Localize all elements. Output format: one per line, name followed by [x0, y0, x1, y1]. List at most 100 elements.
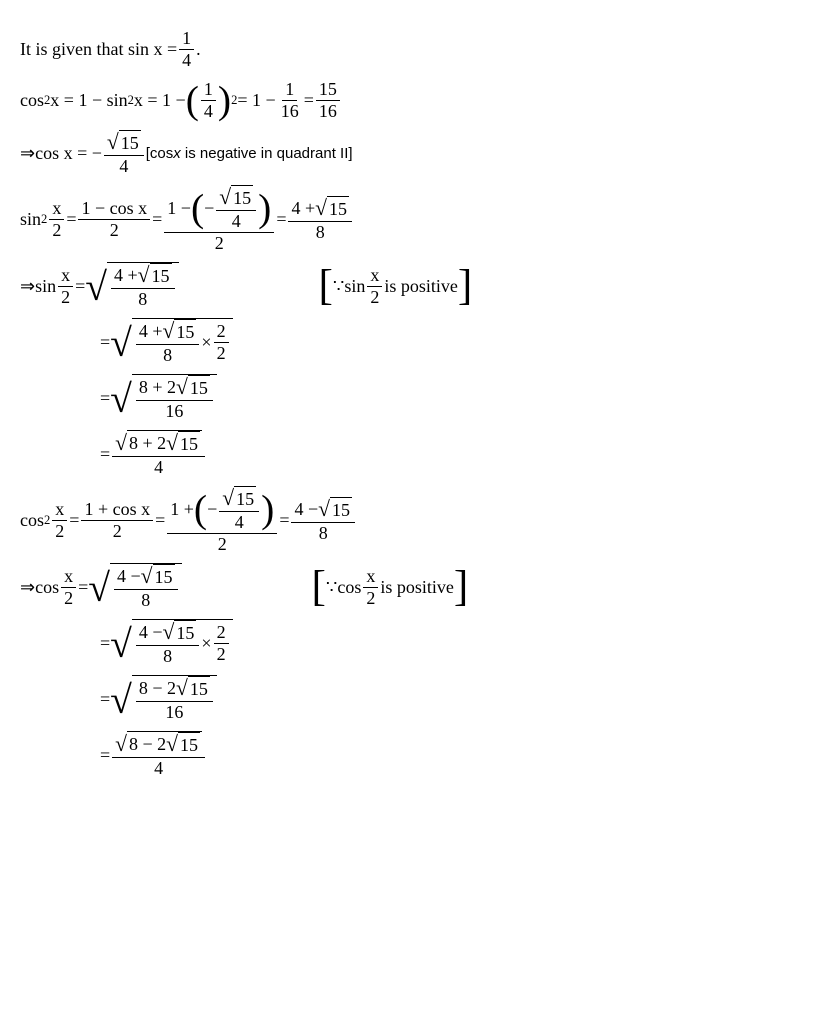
frac-x-2f: x 2	[363, 566, 378, 609]
frac-x-2e: x 2	[61, 566, 76, 609]
ispos-2: is positive	[380, 577, 454, 598]
frac-1-4: 1 4	[179, 28, 194, 71]
paren-l3: (	[194, 494, 207, 526]
frac-8m-16: 8 − 2 √15 16	[136, 676, 213, 723]
sqrt-15: √15	[107, 130, 141, 155]
text-eq-1m: = 1 −	[237, 90, 275, 111]
bracket-r1: ]	[458, 268, 472, 305]
paren-right: )	[218, 85, 231, 117]
frac-15-16: 15 16	[316, 79, 340, 122]
line-sin-half-4: = √ 8 + 2 √15 4	[100, 430, 818, 478]
sin-a: sin	[20, 209, 41, 230]
line-cos-half-4: = √ 8 − 2 √15 4	[100, 731, 818, 779]
sqrt-big-2: √ 4 + √15 8 × 2 2	[110, 318, 232, 366]
line-cos-half-1: ⇒ cos x 2 = √ 4 − √15 8 [ ∵ cos x 2 is p…	[20, 563, 818, 611]
arrow-1: ⇒	[20, 143, 35, 164]
frac-1-4b: 1 4	[201, 79, 216, 122]
frac-4m15-8c: 4 − √15 8	[136, 620, 200, 667]
sqrt-8p: √ 8 + 2 √15	[115, 430, 202, 456]
sqrt-big-4: √ 4 − √15 8	[88, 563, 181, 611]
bracket-r2: ]	[454, 569, 468, 606]
cos-b: cos	[35, 577, 59, 598]
sup-2d: 2	[41, 212, 47, 227]
sqrt-big-1: √ 4 + √15 8	[85, 262, 178, 310]
text-eq-sin: x = 1 − sin	[50, 90, 127, 111]
sqrt-15b: √15	[219, 185, 253, 210]
sqrt-8m: √ 8 − 2 √15	[115, 731, 202, 757]
paren-l2: (	[191, 193, 204, 225]
arrow-2: ⇒	[20, 276, 35, 297]
frac-inner-1: √15 4	[216, 185, 256, 232]
bracket-l1: [	[319, 268, 333, 305]
eq-b: =	[66, 209, 76, 230]
frac-x-2b: x 2	[58, 265, 73, 308]
line-cosx-val: ⇒ cos x = − √15 4 [cosx is negative in q…	[20, 130, 818, 177]
frac-4m15-8: 4 − √15 8	[291, 497, 355, 544]
line-sin-half-1: ⇒ sin x 2 = √ 4 + √15 8 [ ∵ sin x 2 is p…	[20, 262, 818, 310]
eq-m: =	[100, 633, 110, 654]
sin-b: sin	[35, 276, 56, 297]
frac-big-1: 1 − ( − √15 4 ) 2	[164, 185, 274, 254]
times-1: ×	[201, 332, 211, 353]
sqrt-big-6: √ 8 − 2 √15 16	[110, 675, 217, 723]
eq-a: =	[304, 90, 314, 111]
because-1: ∵	[333, 276, 344, 297]
sqrt-15c: √15	[315, 196, 349, 221]
line-cos2-half: cos 2 x 2 = 1 + cos x 2 = 1 + ( − √15 4 …	[20, 486, 818, 555]
cosx-eq: cos x = −	[35, 143, 102, 164]
eq-n: =	[100, 689, 110, 710]
frac-inner-2: √15 4	[219, 486, 259, 533]
line-given: It is given that sin x = 1 4 .	[20, 28, 818, 71]
paren-r2: )	[258, 193, 271, 225]
cos-a: cos	[20, 510, 44, 531]
ispos-1: is positive	[384, 276, 458, 297]
text-given: It is given that sin x =	[20, 39, 177, 60]
frac-4m15-8b: 4 − √15 8	[114, 564, 178, 611]
paren-r3: )	[261, 494, 274, 526]
eq-c: =	[152, 209, 162, 230]
frac-4p15-8: 4 + √15 8	[288, 196, 352, 243]
eq-h: =	[100, 444, 110, 465]
text-eq-1minus: x = 1 −	[134, 90, 186, 111]
cos-c: cos	[337, 577, 361, 598]
frac-big-2: 1 + ( − √15 4 ) 2	[167, 486, 277, 555]
sup-2e: 2	[44, 513, 50, 528]
times-2: ×	[201, 633, 211, 654]
arrow-3: ⇒	[20, 577, 35, 598]
bracket-l2: [	[312, 569, 326, 606]
eq-k: =	[279, 510, 289, 531]
paren-left: (	[186, 85, 199, 117]
frac-2-2b: 2 2	[214, 622, 229, 665]
sin-c: sin	[344, 276, 365, 297]
frac-4p15-8b: 4 + √15 8	[111, 263, 175, 310]
eq-g: =	[100, 388, 110, 409]
frac-1-16: 1 16	[278, 79, 302, 122]
eq-e: =	[75, 276, 85, 297]
frac-rt15-4: √15 4	[104, 130, 144, 177]
sqrt-big-5: √ 4 − √15 8 × 2 2	[110, 619, 232, 667]
eq-o: =	[100, 745, 110, 766]
line-sin2-half: sin 2 x 2 = 1 − cos x 2 = 1 − ( − √15 4 …	[20, 185, 818, 254]
line-sin-half-2: = √ 4 + √15 8 × 2 2	[100, 318, 818, 366]
cos-label: cos	[20, 90, 44, 111]
eq-j: =	[155, 510, 165, 531]
line-cos-half-2: = √ 4 − √15 8 × 2 2	[100, 619, 818, 667]
frac-x-2c: x 2	[367, 265, 382, 308]
eq-d: =	[276, 209, 286, 230]
frac-final-cos: √ 8 − 2 √15 4	[112, 731, 205, 779]
frac-x-2a: x 2	[49, 198, 64, 241]
eq-f: =	[100, 332, 110, 353]
frac-final-sin: √ 8 + 2 √15 4	[112, 430, 205, 478]
note-cos-neg: [cosx is negative in quadrant II]	[146, 145, 353, 162]
sqrt-15d: √15	[138, 263, 172, 288]
frac-x-2d: x 2	[52, 499, 67, 542]
line-sin-half-3: = √ 8 + 2 √15 16	[100, 374, 818, 422]
sqrt-big-3: √ 8 + 2 √15 16	[110, 374, 217, 422]
line-cos2x: cos 2 x = 1 − sin 2 x = 1 − ( 1 4 ) 2 = …	[20, 79, 818, 122]
because-2: ∵	[326, 577, 337, 598]
period: .	[196, 39, 201, 60]
frac-8p-16: 8 + 2 √15 16	[136, 375, 213, 422]
eq-i: =	[69, 510, 79, 531]
frac-4p15-8c: 4 + √15 8	[136, 319, 200, 366]
frac-2-2: 2 2	[214, 321, 229, 364]
